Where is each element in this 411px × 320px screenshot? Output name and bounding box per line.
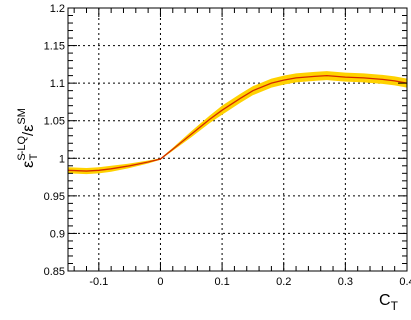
x-tick-label: 0.3 [338, 276, 353, 288]
grid-lines [68, 8, 407, 271]
y-label-sup: S [16, 153, 28, 160]
axis-ticks [68, 7, 408, 272]
x-tick-label: 0.4 [399, 276, 411, 288]
band-series-0 [68, 71, 407, 175]
y-label-sup3: SM [16, 108, 28, 125]
y-tick-label: 0.85 [44, 266, 65, 278]
y-tick-label: 0.95 [44, 191, 65, 203]
y-tick-label: 0.9 [50, 228, 65, 240]
series-lines [67, 74, 408, 172]
y-label-sub: T [28, 153, 40, 160]
uncertainty-band [68, 71, 407, 175]
plot-frame [67, 7, 408, 272]
y-tick-label: 1.15 [44, 41, 65, 53]
x-tick-label: 0.1 [214, 276, 229, 288]
x-tick-label: -0.1 [89, 276, 108, 288]
y-tick-label: 1.1 [50, 78, 65, 90]
y-tick-label: 1.2 [50, 3, 65, 15]
tick-labels: -0.1 0 0.1 0.2 0.3 0.4 0.85 0.9 0.95 1 1.05 1.1 1.15… [44, 3, 411, 288]
y-tick-label: 1.05 [44, 116, 65, 128]
line-series-0 [67, 74, 408, 172]
x-label-main: C [379, 292, 391, 309]
y-label-eps: ε [20, 161, 37, 168]
x-tick-label: 0 [157, 276, 163, 288]
y-label-sup2: -LQ [16, 135, 28, 154]
y-axis-label: εST-LQ/εSM [16, 108, 40, 168]
y-label-slash: / [20, 131, 37, 136]
x-tick-label: 0.2 [276, 276, 291, 288]
y-label-eps2: ε [20, 125, 37, 132]
x-axis-label: CT [379, 292, 399, 313]
x-label-sub: T [391, 299, 399, 313]
y-tick-label: 1 [59, 153, 65, 165]
